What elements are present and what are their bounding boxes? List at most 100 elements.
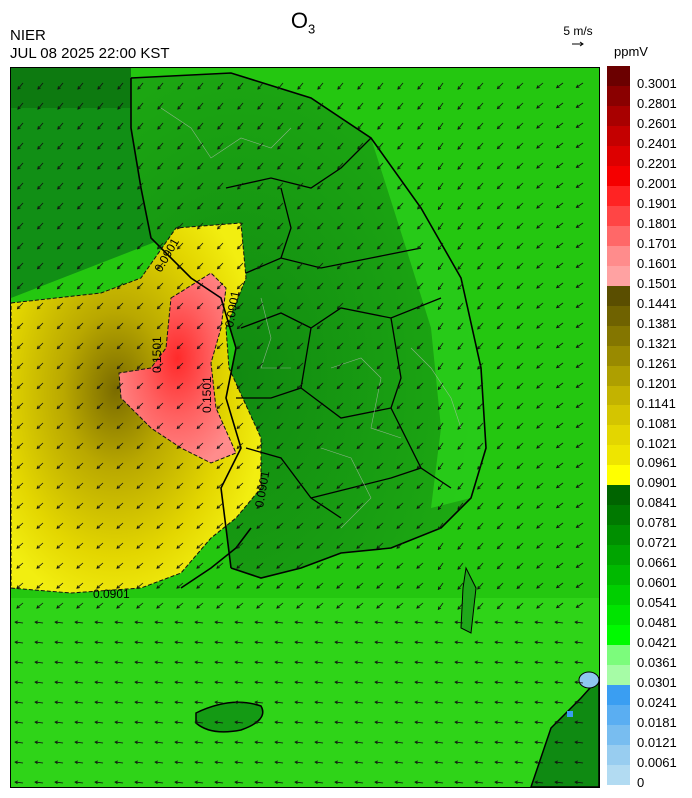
wind-arrow <box>256 522 264 529</box>
wind-arrow <box>437 82 444 90</box>
low-ozone-cell <box>567 711 573 717</box>
wind-arrow <box>416 482 424 489</box>
wind-arrow <box>377 202 384 210</box>
wind-arrow <box>257 362 264 369</box>
wind-arrow-head <box>16 465 21 469</box>
wind-arrow <box>556 582 564 589</box>
wind-arrow <box>56 542 64 549</box>
wind-arrow-head <box>396 565 400 569</box>
wind-arrow <box>516 142 524 149</box>
wind-arrow <box>237 242 244 250</box>
wind-arrow <box>397 222 404 230</box>
wind-arrow-head <box>194 720 198 725</box>
wind-arrow-head <box>376 445 381 450</box>
wind-arrow <box>335 721 344 724</box>
wind-arrow <box>457 322 464 330</box>
wind-arrow <box>216 582 224 589</box>
wind-arrow <box>477 222 484 230</box>
east-coast-band <box>371 138 486 508</box>
wind-arrow <box>296 402 304 409</box>
wind-arrow-head <box>457 146 461 150</box>
wind-arrow <box>377 102 384 110</box>
wind-arrow <box>17 302 24 310</box>
wind-arrow-head <box>217 185 221 190</box>
wind-arrow-head <box>396 545 400 549</box>
wind-arrow <box>97 222 104 230</box>
scale-label: 0.2801 <box>637 95 677 111</box>
wind-arrow <box>416 462 424 469</box>
wind-arrow-head <box>117 86 121 90</box>
wind-arrow <box>336 382 344 389</box>
wind-arrow <box>75 741 84 744</box>
wind-arrow <box>576 202 584 208</box>
wind-arrow-head <box>236 565 240 569</box>
wind-arrow-head <box>496 605 501 610</box>
scale-label: 0.0601 <box>637 575 677 591</box>
wind-arrow <box>357 122 364 130</box>
wind-arrow <box>536 142 544 149</box>
scale-swatch <box>607 85 630 106</box>
wind-arrow <box>137 102 144 110</box>
wind-arrow-head <box>496 465 501 470</box>
wind-arrow-head <box>14 700 18 705</box>
wind-arrow <box>477 182 484 190</box>
wind-arrow-head <box>534 720 538 725</box>
wind-arrow-head <box>17 126 21 130</box>
wind-arrow <box>316 422 324 429</box>
wind-arrow <box>395 641 404 644</box>
wind-arrow <box>175 761 184 764</box>
wind-arrow <box>256 542 264 549</box>
wind-arrow-head <box>276 345 281 350</box>
wind-arrow-head <box>536 205 540 209</box>
southern-sea <box>11 598 599 787</box>
wind-arrow <box>515 621 524 624</box>
wind-arrow <box>437 262 444 270</box>
wind-arrow <box>416 402 424 409</box>
wind-arrow-head <box>116 305 121 310</box>
wind-arrow <box>197 282 204 290</box>
wind-arrow <box>236 602 244 609</box>
wind-arrow <box>36 462 44 469</box>
wind-arrow-head <box>97 146 101 150</box>
wind-arrow-head <box>417 86 421 90</box>
wind-arrow <box>97 182 104 190</box>
wind-arrow <box>315 761 324 764</box>
wind-arrow <box>336 502 344 509</box>
wind-arrow <box>516 442 524 449</box>
scale-label: 0.1381 <box>637 315 677 331</box>
wind-arrow <box>335 641 344 644</box>
wind-arrow-head <box>477 325 481 330</box>
wind-arrow <box>237 282 244 290</box>
wind-arrow-head <box>277 106 281 110</box>
wind-arrow-head <box>454 720 458 725</box>
wind-arrow-head <box>396 405 401 410</box>
wind-arrow <box>276 502 284 509</box>
wind-arrow <box>435 641 444 644</box>
wind-arrow <box>15 681 24 684</box>
wind-arrow-head <box>77 165 81 170</box>
wind-arrow <box>115 641 124 644</box>
wind-arrow-head <box>536 285 540 289</box>
wind-arrow <box>397 162 404 170</box>
wind-arrow-head <box>296 345 301 350</box>
wind-arrow <box>16 442 24 449</box>
wind-arrow-head <box>36 445 41 450</box>
wind-arrow-head <box>477 365 481 370</box>
wind-arrow-head <box>297 146 301 150</box>
wind-arrow <box>397 202 404 210</box>
wind-arrow <box>36 382 44 389</box>
wind-arrow <box>556 322 564 329</box>
wind-arrow <box>77 122 84 130</box>
wind-arrow-head <box>394 740 398 745</box>
wind-arrow <box>256 502 264 509</box>
wind-arrow <box>556 202 564 209</box>
wind-arrow <box>296 542 304 549</box>
northwest-dark-region <box>11 68 131 108</box>
wind-arrow <box>536 402 544 409</box>
wind-arrow <box>435 701 444 704</box>
wind-arrow <box>97 162 104 170</box>
wind-arrow-head <box>14 620 18 625</box>
wind-arrow <box>375 681 384 684</box>
wind-arrow-head <box>416 525 421 529</box>
wind-arrow <box>35 761 44 764</box>
